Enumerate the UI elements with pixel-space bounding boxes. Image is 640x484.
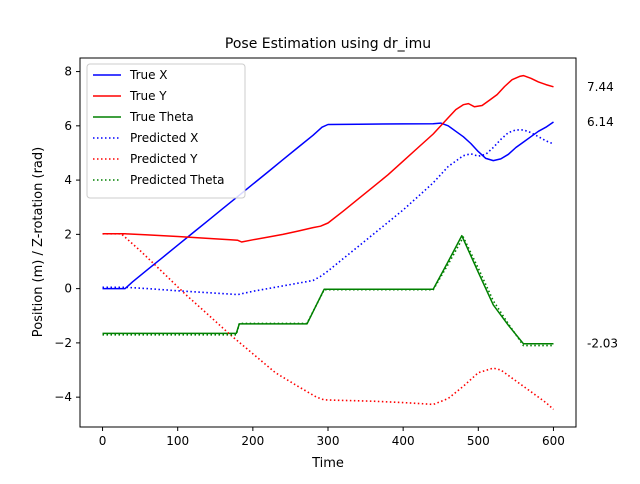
series-line-true-x (102, 121, 554, 290)
legend-label-true-y: True Y (129, 89, 167, 103)
y-tick-label: −4 (54, 390, 72, 404)
legend-label-true-x: True X (129, 68, 168, 82)
y-tick-label: 4 (64, 173, 72, 187)
x-axis-label: Time (311, 456, 344, 471)
y-tick-label: 0 (64, 282, 72, 296)
y-tick-label: 8 (64, 65, 72, 79)
end-value-label: 7.44 (587, 80, 614, 94)
x-tick-label: 500 (467, 434, 490, 448)
x-tick-label: 300 (317, 434, 340, 448)
y-axis-label: Position (m) / Z-rotation (rad) (31, 147, 46, 337)
y-tick-label: −2 (54, 336, 72, 350)
x-tick-label: 0 (99, 434, 107, 448)
legend-label-predicted-x: Predicted X (130, 131, 198, 145)
x-tick-label: 600 (542, 434, 565, 448)
legend-label-predicted-y: Predicted Y (130, 152, 198, 166)
x-tick-label: 200 (241, 434, 264, 448)
legend: True X True Y True Theta Predicted X Predict… (86, 63, 246, 199)
chart-title: Pose Estimation using dr_imu (225, 36, 431, 52)
y-tick-label: 6 (64, 119, 72, 133)
legend-label-predicted-theta: Predicted Theta (130, 173, 225, 187)
series-layer (102, 74, 555, 410)
end-value-label: 6.14 (587, 115, 614, 129)
series-line-predicted-y (102, 233, 555, 410)
y-axis: −4 −2 0 2 4 6 8 (54, 65, 80, 404)
series-line-predicted-x (102, 129, 554, 296)
y-tick-label: 2 (64, 227, 72, 241)
end-value-label: -2.03 (587, 337, 618, 351)
series-line-true-y (102, 74, 554, 243)
x-tick-label: 100 (166, 434, 189, 448)
legend-label-true-theta: True Theta (129, 110, 194, 124)
x-tick-label: 400 (392, 434, 415, 448)
x-axis: 0 100 200 300 400 500 600 (99, 427, 565, 448)
end-annotations: 7.44 6.14 -2.03 (587, 80, 618, 351)
legend-box (86, 63, 246, 199)
